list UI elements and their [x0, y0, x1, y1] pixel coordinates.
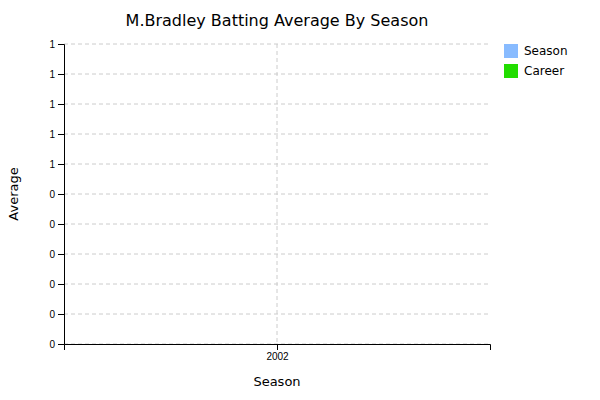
grid-line	[64, 224, 490, 225]
x-axis: 2002	[65, 344, 491, 362]
tick-mark	[58, 104, 64, 105]
tick-mark	[58, 44, 64, 45]
tick: 0	[49, 189, 64, 200]
legend-swatch	[504, 44, 518, 58]
legend-label: Career	[524, 64, 564, 78]
tick: 1	[49, 69, 64, 80]
tick: 2002	[266, 344, 289, 362]
axis-line	[58, 45, 65, 345]
tick: 0	[49, 339, 64, 350]
x-axis-title: Season	[253, 374, 300, 389]
y-axis: 0 0 0 0 0 0 1 1 1 1 1	[49, 39, 64, 350]
tick-label: 0	[49, 339, 55, 350]
tick-mark	[58, 134, 64, 135]
tick-label: 1	[49, 69, 55, 80]
tick: 1	[49, 99, 64, 110]
legend-swatch	[504, 64, 518, 78]
tick-label: 0	[49, 189, 55, 200]
tick-label: 0	[49, 219, 55, 230]
tick-mark	[58, 74, 64, 75]
chart: 2002 0 0 0 0 0 0 1 1 1 1 1 M.Bradley Batting Average…	[0, 0, 600, 400]
tick-label: 0	[49, 279, 55, 290]
plot: 2002 0 0 0 0 0 0 1 1 1 1 1	[49, 39, 490, 362]
tick: 1	[49, 39, 64, 50]
legend-label: Season	[524, 44, 568, 58]
tick-label: 1	[49, 129, 55, 140]
axis-line	[65, 345, 491, 351]
legend-item: Season	[504, 44, 568, 58]
tick-mark	[58, 164, 64, 165]
tick-label: 1	[49, 99, 55, 110]
tick-label: 0	[49, 249, 55, 260]
legend-item: Career	[504, 64, 564, 78]
tick-mark	[58, 254, 64, 255]
title: M.Bradley Batting Average By Season	[126, 11, 429, 30]
tick: 1	[49, 159, 64, 170]
tick: 0	[49, 249, 64, 260]
tick-mark	[58, 194, 64, 195]
legend: Season Career	[504, 44, 568, 78]
tick: 0	[49, 279, 64, 290]
y-axis-title: Average	[6, 167, 21, 220]
tick-mark	[277, 344, 278, 350]
tick-label: 1	[49, 39, 55, 50]
tick: 0	[49, 309, 64, 320]
tick-label: 0	[49, 309, 55, 320]
tick-mark	[58, 314, 64, 315]
grid	[64, 44, 490, 344]
tick: 0	[49, 219, 64, 230]
tick-label: 1	[49, 159, 55, 170]
grid-line	[64, 134, 490, 135]
tick: 1	[49, 129, 64, 140]
grid-line	[277, 44, 278, 344]
tick-mark	[58, 284, 64, 285]
tick-mark	[58, 344, 64, 345]
tick-label: 2002	[266, 351, 289, 362]
tick-mark	[58, 224, 64, 225]
